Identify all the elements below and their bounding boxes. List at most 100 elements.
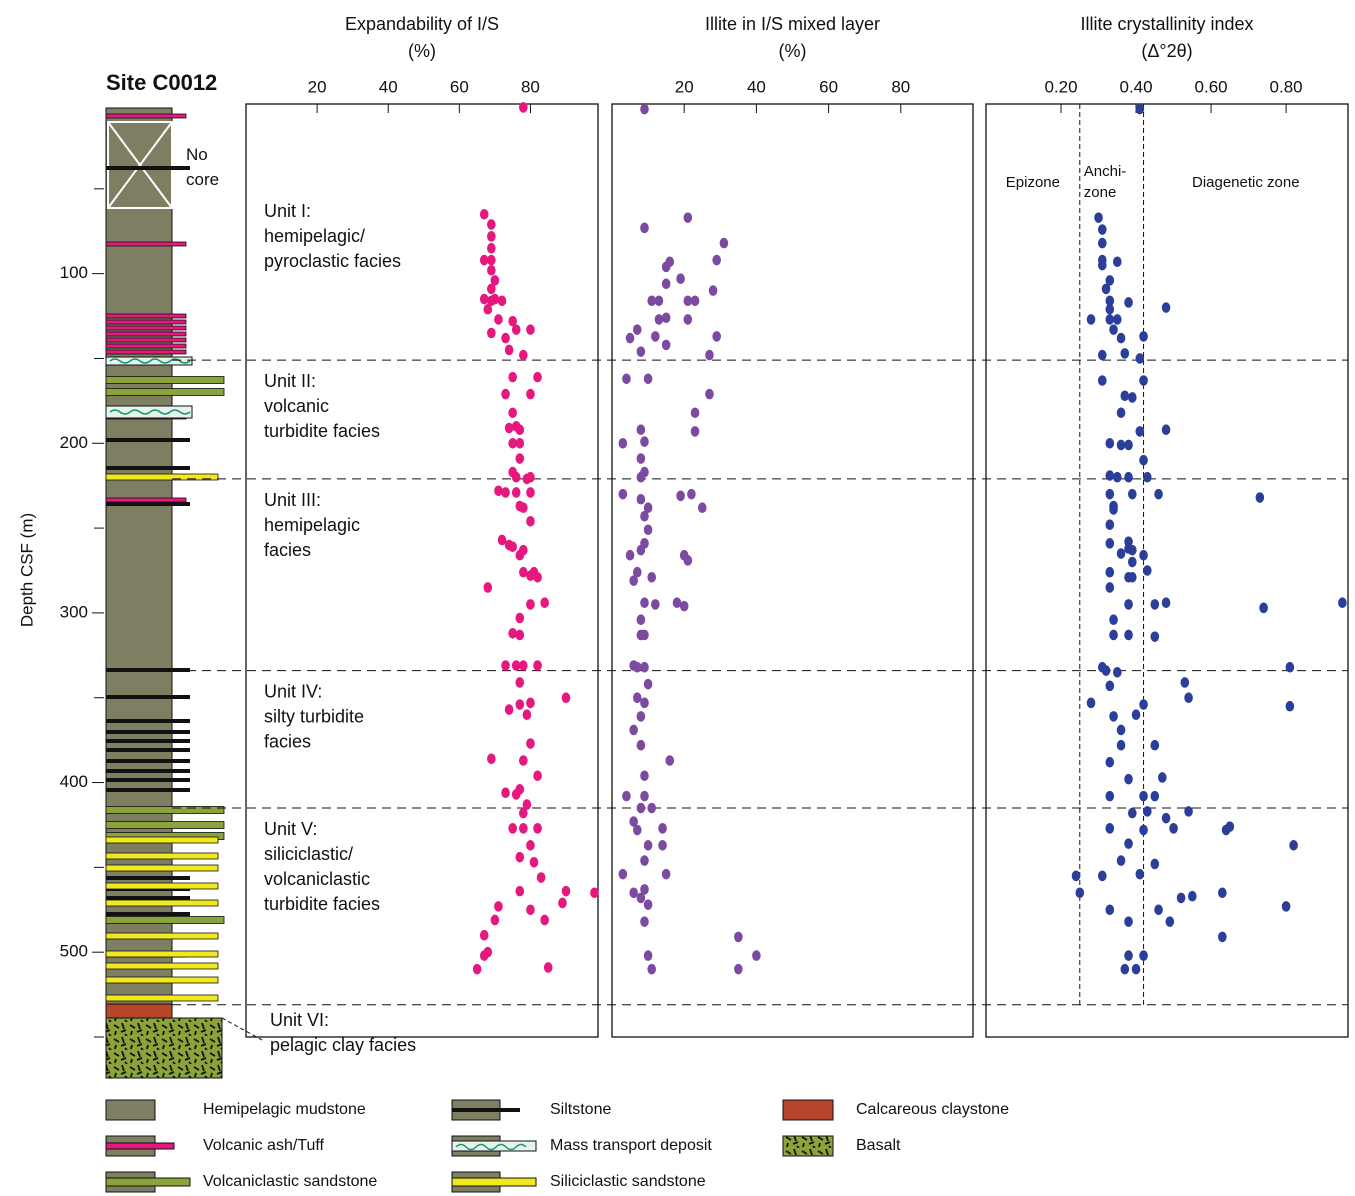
data-point: [1105, 538, 1114, 549]
data-point: [684, 314, 693, 325]
data-point: [658, 840, 667, 851]
legend-swatch: [783, 1100, 833, 1120]
litho-bed: [106, 242, 186, 246]
data-point: [508, 823, 517, 834]
data-point: [640, 662, 649, 673]
data-point: [1188, 891, 1197, 902]
data-point: [662, 340, 671, 351]
data-point: [647, 964, 656, 975]
data-point: [1158, 772, 1167, 783]
data-point: [1117, 548, 1126, 559]
data-point: [640, 855, 649, 866]
data-point: [562, 692, 571, 703]
data-point: [705, 350, 714, 361]
y-tick-label: 400: [60, 772, 88, 791]
data-point: [480, 930, 489, 941]
data-point: [691, 426, 700, 437]
data-point: [665, 755, 674, 766]
legend-label: Siltstone: [550, 1101, 611, 1118]
legend-label: Calcareous claystone: [856, 1101, 1009, 1118]
no-core-label: Nocore: [186, 145, 219, 189]
litho-bed: [106, 114, 186, 118]
data-point: [533, 372, 542, 383]
data-point: [487, 265, 496, 276]
data-point: [526, 599, 535, 610]
data-point: [519, 350, 528, 361]
data-point: [1105, 519, 1114, 530]
data-point: [691, 295, 700, 306]
data-point: [590, 888, 599, 899]
data-point: [651, 599, 660, 610]
data-point: [1286, 662, 1295, 673]
data-point: [720, 238, 729, 249]
data-point: [540, 915, 549, 926]
data-point: [626, 333, 635, 344]
data-point: [519, 823, 528, 834]
data-point: [1162, 302, 1171, 313]
litho-bed: [106, 668, 190, 672]
data-point: [1105, 438, 1114, 449]
data-point: [633, 825, 642, 836]
data-point: [637, 494, 646, 505]
data-point: [1128, 392, 1137, 403]
data-point: [1109, 614, 1118, 625]
data-point: [533, 572, 542, 583]
data-point: [734, 964, 743, 975]
data-point: [480, 950, 489, 961]
y-tick-label: 100: [60, 263, 88, 282]
data-point: [644, 524, 653, 535]
data-point: [498, 295, 507, 306]
data-point: [1128, 489, 1137, 500]
data-point: [1087, 314, 1096, 325]
data-point: [1109, 711, 1118, 722]
data-point: [1139, 550, 1148, 561]
figure: Site C0012 Nocore Depth CSF (m) 10020030…: [0, 0, 1355, 1196]
legend-label: Volcanic ash/Tuff: [203, 1137, 325, 1154]
zone-label: Anchi-zone: [1084, 163, 1127, 201]
data-point: [1132, 964, 1141, 975]
data-point: [512, 472, 521, 483]
data-point: [1098, 375, 1107, 386]
data-point: [1151, 599, 1160, 610]
data-point: [1128, 557, 1137, 568]
litho-bed: [106, 502, 190, 506]
data-point: [487, 219, 496, 230]
unit-label: Unit V:siliciclastic/volcaniclasticturbi…: [264, 819, 380, 914]
data-point: [1139, 331, 1148, 342]
data-point: [526, 516, 535, 527]
data-point: [523, 709, 532, 720]
data-point: [709, 285, 718, 296]
litho-bed: [106, 314, 186, 318]
data-point: [1098, 224, 1107, 235]
data-point: [1151, 740, 1160, 751]
data-point: [515, 677, 524, 688]
data-point: [1218, 932, 1227, 943]
data-point: [533, 660, 542, 671]
data-point: [734, 932, 743, 943]
data-point: [508, 407, 517, 418]
data-point: [1094, 212, 1103, 223]
data-point: [1105, 314, 1114, 325]
data-point: [526, 738, 535, 749]
data-point: [637, 424, 646, 435]
data-point: [501, 487, 510, 498]
data-point: [519, 102, 528, 113]
unit-label: Unit I:hemipelagic/pyroclastic facies: [264, 201, 401, 271]
x-tick-label: 80: [891, 77, 910, 96]
data-point: [526, 389, 535, 400]
data-point: [508, 372, 517, 383]
data-point: [1098, 350, 1107, 361]
data-point: [644, 840, 653, 851]
data-point: [512, 487, 521, 498]
y-axis-label: Depth CSF (m): [17, 513, 36, 627]
litho-bed: [106, 951, 218, 957]
data-point: [1113, 472, 1122, 483]
data-point: [1162, 813, 1171, 824]
data-point: [1143, 806, 1152, 817]
data-point: [637, 472, 646, 483]
data-point: [519, 502, 528, 513]
data-point: [515, 453, 524, 464]
data-point: [1105, 757, 1114, 768]
